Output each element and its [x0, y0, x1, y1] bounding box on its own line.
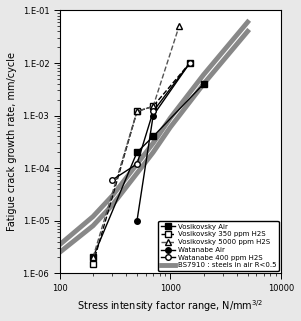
BS7910 : steels in air R<0.5: (2e+03, 0.004): steels in air R<0.5: (2e+03, 0.004)	[202, 82, 205, 86]
Watanabe 400 ppm H2S	[135, 162, 139, 166]
Vosikovsky 5000 ppm H2S	[177, 24, 181, 28]
Watanabe Air	[151, 114, 155, 117]
Line: Watanabe Air: Watanabe Air	[134, 60, 193, 223]
Vosikovsky 5000 ppm H2S	[135, 109, 139, 113]
Vosikovsky 350 ppm H2S	[135, 109, 139, 113]
Line: Vosikovsky 350 ppm H2S: Vosikovsky 350 ppm H2S	[90, 60, 193, 267]
BS7910 : steels in air R<0.5: (5e+03, 0.04): steels in air R<0.5: (5e+03, 0.04)	[246, 30, 250, 33]
Vosikovsky 350 ppm H2S	[151, 104, 155, 108]
BS7910 : steels in air R<0.5: (1e+03, 0.0006): steels in air R<0.5: (1e+03, 0.0006)	[169, 125, 172, 129]
Vosikovsky Air	[91, 256, 95, 259]
X-axis label: Stress intensity factor range, N/mm$^{3/2}$: Stress intensity factor range, N/mm$^{3/…	[77, 298, 264, 314]
BS7910 : steels in air R<0.5: (200, 8e-06): steels in air R<0.5: (200, 8e-06)	[91, 224, 95, 228]
Vosikovsky Air	[135, 151, 139, 154]
BS7910 : steels in air R<0.5: (300, 2e-05): steels in air R<0.5: (300, 2e-05)	[111, 203, 114, 207]
Vosikovsky 5000 ppm H2S	[91, 256, 95, 259]
Watanabe 400 ppm H2S	[111, 178, 114, 182]
Watanabe Air	[188, 61, 191, 65]
Watanabe 400 ppm H2S	[151, 109, 155, 113]
Watanabe Air	[135, 219, 139, 223]
BS7910 : steels in air R<0.5: (500, 8e-05): steels in air R<0.5: (500, 8e-05)	[135, 171, 139, 175]
BS7910 : steels in air R<0.5: (700, 0.0002): steels in air R<0.5: (700, 0.0002)	[151, 151, 155, 154]
Vosikovsky Air	[151, 134, 155, 138]
Line: Watanabe 400 ppm H2S: Watanabe 400 ppm H2S	[110, 60, 193, 183]
Line: Vosikovsky Air: Vosikovsky Air	[90, 81, 206, 260]
Y-axis label: Fatigue crack growth rate, mm/cycle: Fatigue crack growth rate, mm/cycle	[7, 52, 17, 231]
Legend: Vosikovsky Air, Vosikovsky 350 ppm H2S, Vosikovsky 5000 ppm H2S, Watanabe Air, W: Vosikovsky Air, Vosikovsky 350 ppm H2S, …	[158, 221, 279, 271]
Line: Vosikovsky 5000 ppm H2S: Vosikovsky 5000 ppm H2S	[90, 23, 182, 260]
Vosikovsky Air	[202, 82, 205, 86]
Vosikovsky 350 ppm H2S	[91, 262, 95, 266]
Vosikovsky 5000 ppm H2S	[151, 104, 155, 108]
BS7910 : steels in air R<0.5: (100, 2.5e-06): steels in air R<0.5: (100, 2.5e-06)	[58, 250, 61, 254]
Watanabe 400 ppm H2S	[188, 61, 191, 65]
Line: BS7910 : steels in air R<0.5: BS7910 : steels in air R<0.5	[60, 31, 248, 252]
Vosikovsky 350 ppm H2S	[188, 61, 191, 65]
